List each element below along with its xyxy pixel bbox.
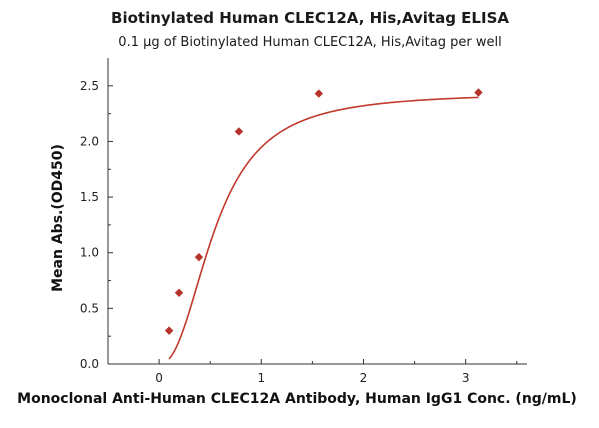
y-tick-label: 1.5 <box>80 190 99 204</box>
data-points-layer <box>164 88 483 335</box>
y-tick-label: 2.5 <box>80 79 99 93</box>
data-point <box>194 252 204 262</box>
data-point <box>474 88 483 97</box>
x-tick-label: 0 <box>155 371 163 385</box>
axes: 0.0 0.5 1.0 1.5 2.0 2.5 0 1 2 3 <box>80 58 527 385</box>
y-tick-label: 2.0 <box>80 134 99 148</box>
y-tick-label: 0.5 <box>80 301 99 315</box>
x-axis-label: Monoclonal Anti-Human CLEC12A Antibody, … <box>17 391 577 407</box>
y-axis-label: Mean Abs.(OD450) <box>50 144 66 292</box>
chart-title: Biotinylated Human CLEC12A, His,Avitag E… <box>111 9 509 27</box>
x-tick-label: 1 <box>257 371 265 385</box>
fit-curve-layer <box>168 96 479 360</box>
data-point <box>164 326 174 335</box>
data-point <box>314 89 324 98</box>
x-tick-label: 2 <box>360 371 368 385</box>
data-point <box>174 288 184 297</box>
data-point <box>234 127 244 136</box>
x-tick-label: 3 <box>462 371 470 385</box>
y-tick-label: 1.0 <box>80 246 99 260</box>
fit-curve <box>168 96 479 360</box>
y-tick-label: 0.0 <box>80 357 99 371</box>
chart-subtitle: 0.1 μg of Biotinylated Human CLEC12A, Hi… <box>118 35 501 50</box>
